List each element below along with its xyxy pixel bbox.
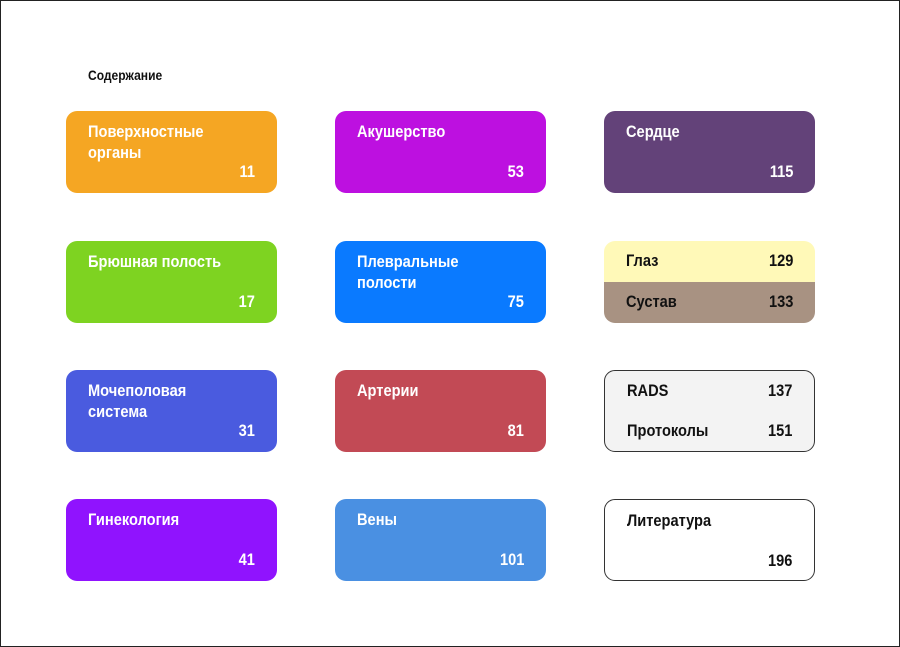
card-eye-joint: Глаз 129 Сустав 133 <box>604 241 815 323</box>
card-page-number: 151 <box>767 421 792 440</box>
card-arteries[interactable]: Артерии 81 <box>335 370 546 452</box>
card-page-number: 53 <box>507 162 524 181</box>
card-page-number: 11 <box>239 162 255 181</box>
card-rads[interactable]: RADS 137 <box>605 373 814 413</box>
card-page-number: 31 <box>238 421 255 440</box>
card-title: Сердце <box>626 122 680 141</box>
card-surface-organs[interactable]: Поверхностные органы 11 <box>66 111 277 193</box>
card-page-number: 133 <box>768 292 793 311</box>
card-page-number: 75 <box>507 292 524 311</box>
card-eye[interactable]: Глаз 129 <box>604 241 815 282</box>
card-page-number: 137 <box>767 381 792 400</box>
card-title: Вены <box>357 510 398 529</box>
card-title: Артерии <box>357 381 419 400</box>
card-page-number: 196 <box>767 551 792 570</box>
card-title: Акушерство <box>357 122 446 141</box>
card-page-number: 101 <box>499 550 524 569</box>
card-protocols[interactable]: Протоколы 151 <box>605 413 814 451</box>
card-page-number: 81 <box>507 421 524 440</box>
card-pleural-cavities[interactable]: Плевральные полости 75 <box>335 241 546 323</box>
card-page-number: 129 <box>768 251 793 270</box>
card-title: Сустав <box>626 292 677 311</box>
card-title: Протоколы <box>627 421 709 440</box>
card-page-number: 17 <box>238 292 255 311</box>
card-gynecology[interactable]: Гинекология 41 <box>66 499 277 581</box>
card-abdominal-cavity[interactable]: Брюшная полость 17 <box>66 241 277 323</box>
card-title: Гинекология <box>88 510 180 529</box>
card-obstetrics[interactable]: Акушерство 53 <box>335 111 546 193</box>
page-title: Содержание <box>88 67 163 83</box>
card-page-number: 41 <box>238 550 255 569</box>
card-page-number: 115 <box>769 162 793 181</box>
card-literature[interactable]: Литература 196 <box>604 499 815 581</box>
card-title: Глаз <box>626 251 659 270</box>
card-title: Брюшная полость <box>88 252 222 271</box>
card-title: Литература <box>627 511 712 530</box>
card-joint[interactable]: Сустав 133 <box>604 282 815 323</box>
card-rads-protocols: RADS 137 Протоколы 151 <box>604 370 815 452</box>
card-genitourinary-system[interactable]: Мочеполовая система 31 <box>66 370 277 452</box>
card-title: Мочеполовая система <box>88 381 187 421</box>
card-heart[interactable]: Сердце 115 <box>604 111 815 193</box>
card-title: RADS <box>627 381 669 400</box>
card-title: Плевральные полости <box>357 252 459 292</box>
card-veins[interactable]: Вены 101 <box>335 499 546 581</box>
card-title: Поверхностные органы <box>88 122 204 162</box>
